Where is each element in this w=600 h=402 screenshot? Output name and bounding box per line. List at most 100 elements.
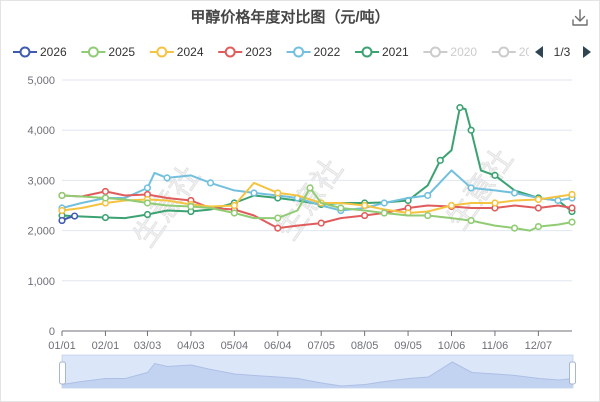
data-point-2023 [317,219,325,227]
series-line-2025 [61,186,573,232]
legend-label: 2022 [314,45,341,59]
legend-item-2020[interactable]: 2020 [423,45,477,59]
legend-circle-icon [498,46,510,58]
data-point-2022 [250,189,258,197]
data-point-2024 [568,190,576,199]
data-point-2024 [491,199,499,207]
data-point-2025 [568,218,576,226]
y-axis: 0 1,000 2,000 3,000 4,000 5,000 [27,75,55,338]
legend-label: 2024 [177,45,204,59]
data-point-2023 [568,204,576,212]
data-point-2025 [101,194,110,202]
legend-page-label: 1/3 [554,45,571,59]
x-tick-label: 01/01 [48,340,76,352]
data-point-2021 [456,104,464,112]
data-point-2022 [467,184,475,192]
data-point-2023 [361,211,369,220]
data-point-2021 [436,156,444,164]
legend: 2026 2025 2024 2023 2022 2021 2020 20 [13,45,533,59]
data-point-2025 [143,199,152,207]
data-point-2024 [534,195,542,204]
data-point-2025 [274,214,282,222]
legend-label: 2026 [40,45,67,59]
chart-title: 甲醇价格年度对比图（元/吨） [190,8,389,26]
y-tick-label: 5,000 [27,75,55,87]
triangle-right-icon[interactable] [583,46,591,58]
x-tick-label: 02/01 [92,340,120,352]
legend-circle-icon [87,46,99,58]
data-zoom-shadow-area [62,362,573,388]
data-point-2024 [274,189,282,197]
series-2025 [58,184,576,232]
y-tick-label: 0 [49,326,55,338]
data-zoom-left-handle[interactable] [59,361,66,385]
legend-item-2026[interactable]: 2026 [13,45,67,59]
data-point-2025 [230,209,238,217]
legend-item-2024[interactable]: 2024 [149,45,204,59]
x-tick-label: 11/06 [482,340,509,352]
series-2022 [58,169,576,215]
x-axis: 01/01 02/01 03/03 04/03 05/04 06/04 07/05 08/05… [48,330,572,352]
data-point-2024 [447,201,456,210]
y-tick-label: 2,000 [27,226,55,238]
legend-circle-icon [293,46,305,58]
x-tick-label: 05/04 [221,340,249,352]
data-point-2025 [337,204,345,212]
data-point-2023 [274,224,282,232]
data-point-2025 [306,184,314,192]
data-point-2021 [467,126,475,134]
data-point-2025 [58,191,66,200]
data-point-2022 [163,174,171,182]
data-point-2024 [230,201,238,210]
data-point-2024 [361,201,369,210]
data-point-2022 [554,196,562,205]
series-layer [58,104,576,232]
data-point-2023 [101,187,110,196]
data-point-2024 [58,206,66,215]
x-tick-label: 08/05 [351,340,379,352]
legend-item-2022[interactable]: 2022 [286,45,341,59]
download-icon[interactable] [570,6,590,28]
data-point-2021 [101,213,110,222]
data-point-2025 [534,222,542,231]
data-zoom-slider[interactable] [59,354,576,389]
legend-circle-icon [361,46,373,58]
x-tick-label: 12/07 [525,340,553,352]
data-point-2026 [71,212,79,220]
legend-label: 20 [519,45,533,59]
legend-label: 2025 [108,45,135,59]
y-tick-label: 4,000 [27,125,55,137]
legend-circle-icon [429,46,441,58]
series-2026 [58,212,79,225]
x-tick-label: 10/06 [438,340,466,352]
data-point-2025 [187,202,195,211]
data-point-2021 [491,171,499,179]
x-tick-label: 06/04 [264,340,292,352]
data-point-2022 [510,189,519,197]
y-tick-label: 1,000 [27,276,55,288]
legend-item-2021[interactable]: 2021 [355,45,409,59]
data-point-2025 [424,211,432,220]
x-tick-label: 09/05 [394,340,422,352]
legend-item-2025[interactable]: 2025 [81,45,135,59]
legend-circle-icon [19,46,31,58]
triangle-left-icon[interactable] [535,46,543,58]
data-point-2025 [380,209,388,217]
legend-item-2023[interactable]: 2023 [218,45,272,59]
grid-lines [62,79,572,282]
data-zoom-right-handle[interactable] [569,361,576,385]
data-point-2025 [510,224,519,232]
x-tick-label: 07/05 [307,340,335,352]
legend-pagination: 1/3 [535,45,591,59]
x-tick-label: 04/03 [177,340,205,352]
data-point-2023 [534,204,542,212]
data-zoom-selected-range[interactable] [62,355,573,388]
data-point-2022 [380,199,388,207]
legend-circle-icon [224,46,236,58]
data-point-2022 [424,191,432,200]
data-point-2021 [143,210,152,219]
legend-label: 2021 [382,45,409,59]
legend-circle-icon [156,46,168,58]
legend-item-20[interactable]: 20 [491,45,533,59]
